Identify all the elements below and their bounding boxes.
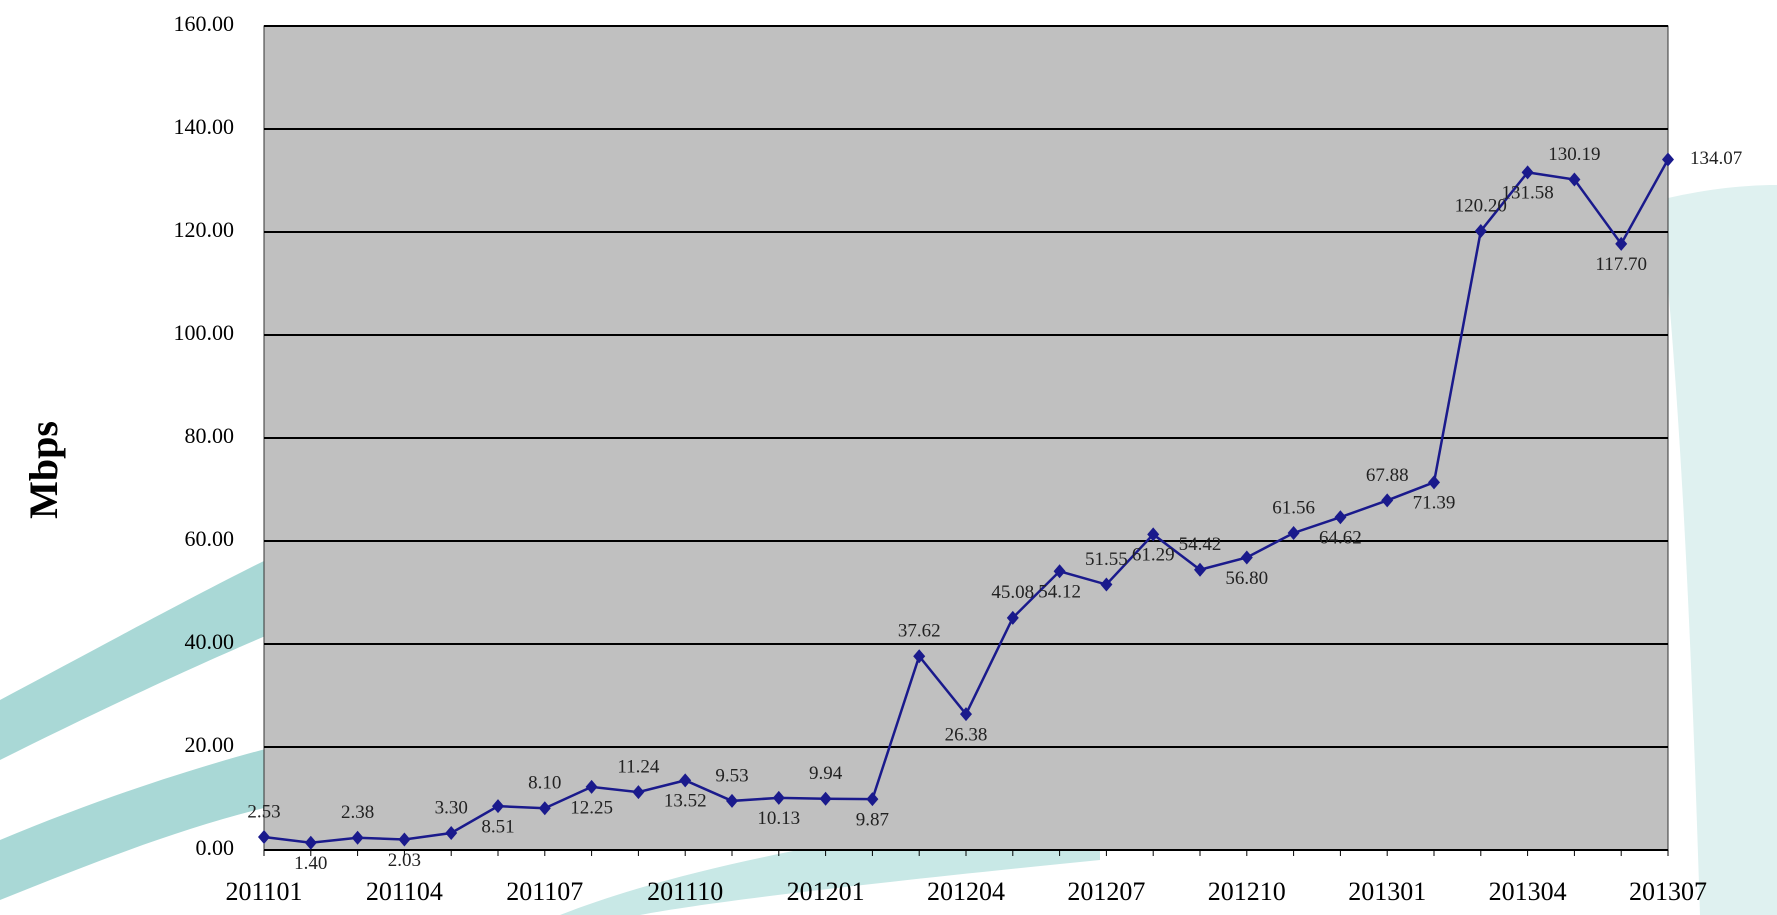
data-label: 54.12 bbox=[1038, 582, 1081, 603]
marker bbox=[1147, 527, 1160, 542]
y-tick-label: 60.00 bbox=[185, 526, 235, 551]
y-tick-label: 100.00 bbox=[174, 320, 235, 345]
data-label: 2.38 bbox=[341, 802, 374, 823]
marker bbox=[913, 649, 926, 664]
y-tick-label: 80.00 bbox=[185, 423, 235, 448]
marker bbox=[679, 773, 692, 788]
marker bbox=[866, 792, 879, 807]
y-tick-label: 160.00 bbox=[174, 11, 235, 36]
data-label: 3.30 bbox=[435, 797, 468, 818]
y-tick-label: 120.00 bbox=[174, 217, 235, 242]
x-tick-label: 201204 bbox=[927, 877, 1005, 906]
marker bbox=[1381, 493, 1394, 508]
marker bbox=[1240, 550, 1253, 565]
data-label: 8.10 bbox=[528, 773, 561, 794]
data-label: 45.08 bbox=[991, 582, 1034, 603]
x-tick-label: 201207 bbox=[1067, 877, 1145, 906]
marker bbox=[1334, 510, 1347, 525]
marker bbox=[1100, 577, 1113, 592]
data-label: 54.42 bbox=[1179, 534, 1222, 555]
marker bbox=[1053, 564, 1066, 579]
decoration bbox=[1660, 185, 1777, 915]
marker bbox=[445, 826, 458, 841]
data-label: 67.88 bbox=[1366, 465, 1409, 486]
decoration bbox=[0, 530, 330, 760]
y-axis-label: Mbps bbox=[21, 421, 66, 519]
x-tick-label: 201104 bbox=[366, 877, 443, 906]
data-label: 13.52 bbox=[664, 791, 707, 812]
marker bbox=[1474, 223, 1487, 238]
x-tick-label: 201110 bbox=[647, 877, 723, 906]
marker bbox=[960, 707, 972, 722]
data-label: 64.62 bbox=[1319, 528, 1362, 549]
marker bbox=[632, 785, 645, 800]
data-label: 9.87 bbox=[856, 810, 889, 831]
y-tick-label: 140.00 bbox=[174, 114, 235, 139]
marker bbox=[1006, 610, 1019, 625]
data-label: 1.40 bbox=[294, 853, 327, 874]
marker bbox=[772, 790, 785, 805]
marker bbox=[258, 829, 270, 844]
data-label: 8.51 bbox=[481, 817, 514, 838]
data-label: 134.07 bbox=[1690, 148, 1742, 169]
marker bbox=[1662, 152, 1674, 167]
data-label: 2.03 bbox=[388, 850, 421, 871]
x-tick-label: 201307 bbox=[1629, 877, 1707, 906]
marker bbox=[351, 830, 364, 845]
data-label: 10.13 bbox=[757, 808, 800, 829]
marker bbox=[585, 779, 598, 794]
data-label: 120.20 bbox=[1455, 195, 1507, 216]
data-label: 117.70 bbox=[1595, 254, 1647, 275]
x-tick-label: 201107 bbox=[506, 877, 583, 906]
marker bbox=[819, 791, 832, 806]
data-label: 56.80 bbox=[1225, 568, 1268, 589]
x-tick-label: 201201 bbox=[787, 877, 865, 906]
marker bbox=[1194, 562, 1206, 577]
x-tick-label: 201301 bbox=[1348, 877, 1426, 906]
data-label: 71.39 bbox=[1413, 493, 1456, 514]
x-tick-label: 201304 bbox=[1489, 877, 1567, 906]
marker bbox=[304, 835, 317, 850]
marker bbox=[398, 832, 411, 847]
data-label: 26.38 bbox=[945, 725, 988, 746]
data-label: 9.53 bbox=[715, 765, 748, 786]
x-tick-label: 201210 bbox=[1208, 877, 1286, 906]
marker bbox=[726, 793, 738, 808]
data-label: 37.62 bbox=[898, 621, 941, 642]
y-tick-label: 20.00 bbox=[185, 732, 235, 757]
marker bbox=[492, 799, 504, 814]
marker bbox=[1568, 172, 1581, 187]
marker bbox=[1615, 236, 1628, 251]
data-label: 11.24 bbox=[617, 756, 660, 777]
data-label: 51.55 bbox=[1085, 549, 1128, 570]
marker bbox=[1521, 165, 1534, 180]
x-tick-label: 201101 bbox=[225, 877, 302, 906]
data-label: 9.94 bbox=[809, 763, 843, 784]
y-tick-label: 0.00 bbox=[196, 835, 235, 860]
data-label: 12.25 bbox=[570, 797, 613, 818]
data-label: 130.19 bbox=[1548, 144, 1600, 165]
marker bbox=[1287, 525, 1300, 540]
marker bbox=[1428, 475, 1440, 490]
data-label: 61.29 bbox=[1132, 545, 1175, 566]
data-label: 2.53 bbox=[247, 801, 280, 822]
data-label: 131.58 bbox=[1501, 183, 1553, 204]
marker bbox=[538, 801, 551, 816]
data-label: 61.56 bbox=[1272, 497, 1315, 518]
decoration bbox=[0, 740, 300, 900]
y-tick-label: 40.00 bbox=[185, 629, 235, 654]
